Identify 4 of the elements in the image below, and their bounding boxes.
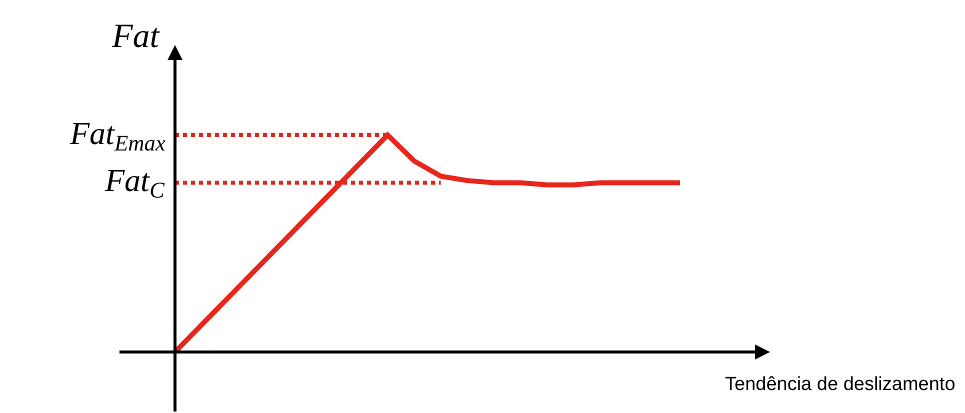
- x-axis-title: Tendência de deslizamento: [725, 374, 956, 395]
- y-axis-title: Fat: [111, 18, 161, 55]
- ref-line-label: Fat$_{Emax}$: [69, 115, 166, 156]
- ref-line-label: Fat$_{C}$: [104, 162, 166, 203]
